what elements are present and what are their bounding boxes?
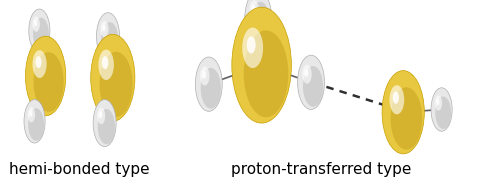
- Ellipse shape: [200, 66, 209, 85]
- Ellipse shape: [201, 68, 221, 109]
- Ellipse shape: [100, 21, 108, 37]
- Ellipse shape: [98, 50, 114, 80]
- Ellipse shape: [28, 107, 35, 122]
- Ellipse shape: [247, 36, 256, 54]
- Ellipse shape: [34, 20, 37, 26]
- Ellipse shape: [195, 57, 222, 111]
- Ellipse shape: [298, 55, 324, 110]
- Ellipse shape: [244, 30, 288, 117]
- Ellipse shape: [242, 28, 263, 68]
- Ellipse shape: [389, 85, 404, 114]
- Ellipse shape: [382, 71, 424, 154]
- Ellipse shape: [98, 109, 115, 144]
- Ellipse shape: [33, 17, 40, 32]
- Ellipse shape: [101, 22, 119, 57]
- Text: proton-transferred type: proton-transferred type: [231, 162, 412, 177]
- Text: hemi-bonded type: hemi-bonded type: [9, 162, 149, 177]
- Ellipse shape: [29, 9, 50, 52]
- Ellipse shape: [250, 0, 259, 19]
- Ellipse shape: [24, 100, 45, 143]
- Ellipse shape: [29, 110, 33, 117]
- Ellipse shape: [232, 7, 291, 123]
- Ellipse shape: [99, 111, 102, 118]
- Ellipse shape: [245, 0, 272, 45]
- Ellipse shape: [33, 50, 47, 78]
- Ellipse shape: [34, 52, 64, 112]
- Ellipse shape: [435, 96, 451, 129]
- Ellipse shape: [304, 69, 308, 77]
- Ellipse shape: [436, 99, 440, 105]
- Ellipse shape: [435, 95, 442, 111]
- Ellipse shape: [102, 24, 106, 31]
- Ellipse shape: [99, 52, 132, 117]
- Ellipse shape: [91, 34, 135, 121]
- Ellipse shape: [96, 13, 120, 60]
- Ellipse shape: [431, 88, 452, 131]
- Ellipse shape: [252, 5, 255, 13]
- Ellipse shape: [25, 36, 66, 116]
- Ellipse shape: [28, 108, 44, 141]
- Ellipse shape: [97, 108, 105, 124]
- Ellipse shape: [102, 56, 108, 69]
- Ellipse shape: [250, 2, 270, 43]
- Ellipse shape: [303, 66, 323, 107]
- Ellipse shape: [93, 100, 116, 147]
- Ellipse shape: [33, 18, 49, 50]
- Ellipse shape: [302, 65, 312, 84]
- Ellipse shape: [393, 91, 399, 104]
- Ellipse shape: [36, 56, 42, 68]
- Ellipse shape: [202, 71, 206, 79]
- Ellipse shape: [391, 87, 422, 150]
